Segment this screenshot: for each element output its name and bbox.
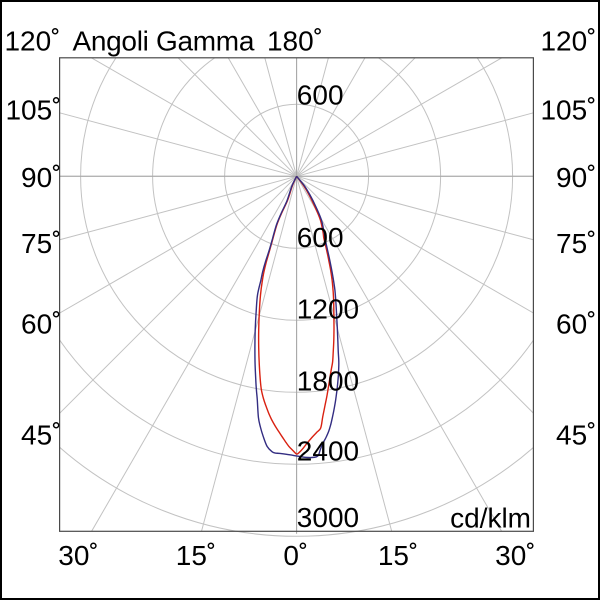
svg-text:Angoli Gamma: Angoli Gamma (73, 26, 255, 57)
svg-text:1800: 1800 (297, 365, 359, 396)
svg-text:30˚: 30˚ (58, 540, 98, 571)
svg-text:75˚: 75˚ (21, 228, 61, 259)
svg-text:600: 600 (297, 80, 344, 111)
svg-text:90˚: 90˚ (556, 162, 596, 193)
svg-text:3000: 3000 (297, 502, 359, 533)
svg-text:120˚: 120˚ (4, 26, 60, 57)
svg-text:120˚: 120˚ (540, 26, 596, 57)
svg-text:15˚: 15˚ (176, 540, 216, 571)
svg-text:105˚: 105˚ (540, 95, 596, 126)
svg-text:60˚: 60˚ (21, 308, 61, 339)
svg-text:45˚: 45˚ (556, 419, 596, 450)
svg-text:60˚: 60˚ (556, 308, 596, 339)
svg-text:75˚: 75˚ (556, 228, 596, 259)
svg-text:90˚: 90˚ (21, 162, 61, 193)
svg-text:15˚: 15˚ (378, 540, 418, 571)
svg-text:105˚: 105˚ (5, 95, 61, 126)
svg-text:2400: 2400 (297, 435, 359, 466)
svg-text:180˚: 180˚ (267, 26, 323, 57)
svg-text:45˚: 45˚ (21, 419, 61, 450)
svg-text:600: 600 (297, 222, 344, 253)
svg-text:30˚: 30˚ (495, 540, 535, 571)
svg-text:0˚: 0˚ (283, 540, 308, 571)
svg-text:cd/klm: cd/klm (450, 502, 531, 533)
svg-text:1200: 1200 (297, 293, 359, 324)
